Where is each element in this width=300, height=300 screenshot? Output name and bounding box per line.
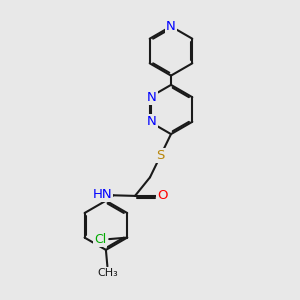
- Text: O: O: [158, 189, 168, 202]
- Text: N: N: [166, 20, 176, 33]
- Text: HN: HN: [92, 188, 112, 201]
- Text: N: N: [147, 91, 157, 104]
- Text: Cl: Cl: [94, 232, 106, 246]
- Text: CH₃: CH₃: [97, 268, 118, 278]
- Text: N: N: [147, 115, 157, 128]
- Text: S: S: [156, 149, 165, 162]
